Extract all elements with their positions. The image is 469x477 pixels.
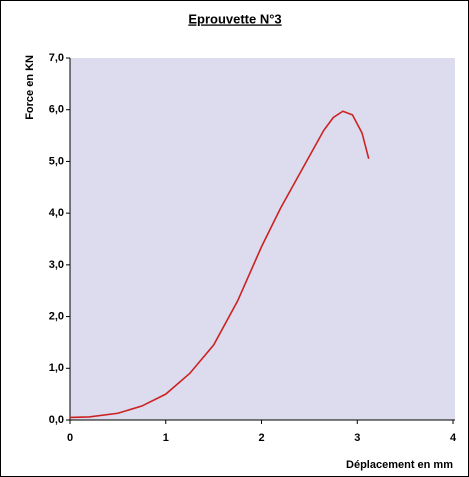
y-tick-label: 6,0 xyxy=(49,104,64,116)
plot-area xyxy=(70,58,455,420)
y-axis-label: Force en KN xyxy=(24,55,36,120)
chart-title: Eprouvette N°3 xyxy=(188,11,281,26)
y-tick-label: 3,0 xyxy=(49,259,64,271)
y-tick-label: 2,0 xyxy=(49,310,64,322)
x-tick-label: 4 xyxy=(450,432,457,444)
y-tick-label: 7,0 xyxy=(49,52,64,64)
x-tick-label: 2 xyxy=(258,432,264,444)
x-tick-label: 3 xyxy=(354,432,360,444)
data-line xyxy=(69,110,370,419)
x-tick-label: 1 xyxy=(163,432,169,444)
x-tick-label: 0 xyxy=(67,432,73,444)
y-tick-label: 5,0 xyxy=(49,155,64,167)
y-tick-label: 1,0 xyxy=(49,362,64,374)
x-axis-label: Déplacement en mm xyxy=(346,459,453,471)
y-tick-label: 0,0 xyxy=(49,414,64,426)
y-tick-label: 4,0 xyxy=(49,207,64,219)
